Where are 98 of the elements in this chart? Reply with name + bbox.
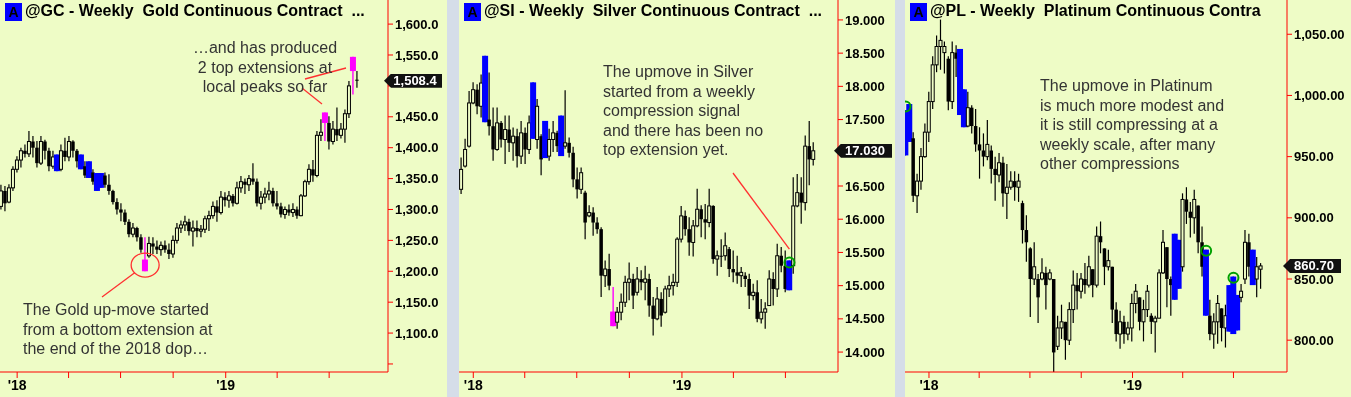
y-tick-label: 1,400.0 xyxy=(395,140,439,156)
y-tick-label: 900.00 xyxy=(1294,210,1334,226)
candlestick xyxy=(26,130,31,158)
annotation: 1,508.4 xyxy=(384,72,442,88)
candlestick xyxy=(38,135,43,166)
candlestick xyxy=(167,242,171,260)
y-tick-label: 16.000 xyxy=(845,211,885,227)
candlestick xyxy=(215,199,219,223)
y-tick-label: 15.500 xyxy=(845,245,885,261)
candlestick xyxy=(1106,249,1111,272)
y-tick-label: 850.00 xyxy=(1294,271,1334,287)
chart-title: @SI - Weekly Silver Continuous Contract ... xyxy=(484,2,823,20)
candlestick xyxy=(607,253,611,291)
point xyxy=(1227,271,1240,284)
y-tick-label: 1,250.0 xyxy=(395,232,439,248)
candlestick xyxy=(327,115,331,151)
y-tick-label: 1,350.0 xyxy=(395,171,439,187)
x-tick-label: '19 xyxy=(672,376,692,393)
y-tick-label: 1,550.0 xyxy=(395,47,439,63)
candlestick xyxy=(1016,173,1021,203)
candlestick xyxy=(719,238,723,268)
y-tick-label: 14.500 xyxy=(845,311,885,327)
candlestick xyxy=(703,203,707,240)
candlestick xyxy=(355,70,359,89)
annotation: A xyxy=(5,3,22,21)
chart-title: @GC - Weekly Gold Continuous Contract ... xyxy=(25,2,365,20)
candlestick xyxy=(243,177,247,195)
x-tick-label: '19 xyxy=(216,376,236,393)
candlestick xyxy=(335,106,339,142)
candlestick xyxy=(938,18,943,71)
y-tick-label: 17.500 xyxy=(845,112,885,128)
candlestick xyxy=(182,215,187,232)
chart-title: @PL - Weekly Platinum Continuous Contra xyxy=(930,2,1261,20)
x-tick-label: '18 xyxy=(463,376,483,393)
candlestick xyxy=(290,202,295,218)
y-tick-label: 18.500 xyxy=(845,45,885,61)
candlestick xyxy=(195,220,199,238)
candlestick xyxy=(66,135,71,162)
y-tick-label: 950.00 xyxy=(1294,149,1334,165)
candlestick xyxy=(515,128,519,168)
y-tick-label: 1,300.0 xyxy=(395,202,439,218)
candlestick xyxy=(3,185,7,212)
y-tick-label: 15.000 xyxy=(845,278,885,294)
annotation: The upmove in Silver started from a weekly compression signal and there has been no top extension yet. xyxy=(603,62,765,160)
candlestick xyxy=(1122,315,1126,345)
x-tick-label: '18 xyxy=(919,376,939,393)
y-tick-label: 1,150.0 xyxy=(395,294,439,310)
candlestick xyxy=(977,126,982,180)
candlestick xyxy=(1044,266,1048,311)
y-tick-label: 800.00 xyxy=(1294,332,1334,348)
candlestick xyxy=(1239,283,1244,303)
point xyxy=(1200,244,1213,257)
annotation: 17.030 xyxy=(834,142,892,158)
y-tick-label: 1,600.0 xyxy=(395,16,439,32)
candlestick xyxy=(282,205,287,220)
candlestick xyxy=(511,126,516,162)
candlestick xyxy=(158,241,163,257)
annotation: …and has produced 2 top extensions at local peaks so far xyxy=(191,38,339,97)
annotation: 860.70 xyxy=(1283,257,1341,273)
candlestick xyxy=(639,269,643,291)
annotation: A xyxy=(464,3,481,21)
candlestick xyxy=(699,204,703,238)
y-tick-label: 1,050.00 xyxy=(1294,26,1345,42)
y-tick-label: 1,200.0 xyxy=(395,263,439,279)
candlestick xyxy=(141,236,148,272)
candlestick xyxy=(523,126,527,165)
candlestick xyxy=(503,114,508,165)
candlestick xyxy=(747,273,751,310)
candlestick xyxy=(475,83,479,115)
annotation: A xyxy=(910,3,927,21)
candlestick xyxy=(1083,262,1087,295)
candlestick xyxy=(591,206,595,237)
candlestick xyxy=(1254,256,1259,298)
candlestick xyxy=(35,140,39,169)
candlestick xyxy=(287,203,291,217)
candlestick xyxy=(155,239,159,255)
candlestick xyxy=(226,190,231,209)
y-tick-label: 14.000 xyxy=(845,344,885,360)
y-tick-label: 1,000.00 xyxy=(1294,88,1345,104)
candlestick xyxy=(1075,272,1079,311)
candlestick xyxy=(146,236,151,259)
y-tick-label: 16.500 xyxy=(845,178,885,194)
x-tick-label: '19 xyxy=(1123,376,1143,393)
candlestick xyxy=(1215,294,1220,345)
annotation: The Gold up-move started from a bottom extension at the end of the 2018 dop… xyxy=(23,300,214,359)
annotation: The upmove in Platinum is much more modest and it is still compressing at a weekly scale, after many other compressions xyxy=(1040,76,1226,174)
candlestick xyxy=(519,120,524,165)
x-tick-label: '18 xyxy=(7,376,27,393)
candlestick xyxy=(23,144,27,159)
y-tick-label: 19.000 xyxy=(845,12,885,28)
y-tick-label: 1,450.0 xyxy=(395,109,439,125)
candlestick xyxy=(119,202,123,222)
y-tick-label: 1,100.0 xyxy=(395,325,439,341)
candlestick xyxy=(18,147,23,169)
y-tick-label: 18.000 xyxy=(845,78,885,94)
candlestick xyxy=(731,249,735,283)
candlestick xyxy=(659,291,663,328)
candlestick xyxy=(151,236,155,255)
